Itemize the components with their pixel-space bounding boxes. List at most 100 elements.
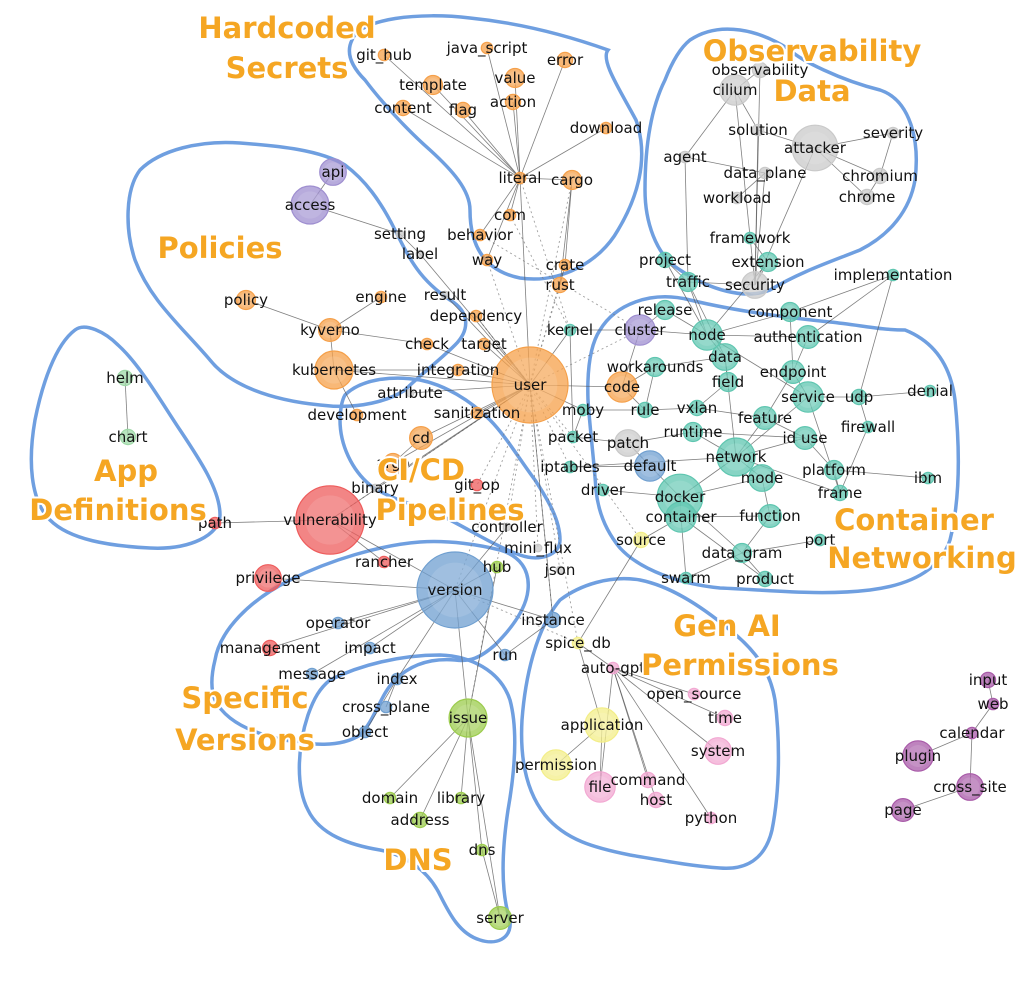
node-rule[interactable] — [636, 401, 654, 419]
node-content[interactable] — [394, 99, 412, 117]
node-cross_site[interactable] — [956, 773, 984, 801]
node-denial[interactable] — [923, 384, 937, 398]
node-port[interactable] — [813, 533, 827, 547]
node-setting[interactable] — [395, 229, 405, 239]
node-user[interactable] — [491, 346, 569, 424]
node-calendar[interactable] — [965, 726, 979, 740]
node-object[interactable] — [358, 725, 372, 739]
node-udp[interactable] — [850, 388, 868, 406]
node-dns[interactable] — [475, 843, 489, 857]
node-node[interactable] — [691, 319, 723, 351]
node-permission[interactable] — [540, 749, 572, 781]
node-template[interactable] — [422, 74, 444, 96]
node-observability[interactable] — [751, 61, 769, 79]
node-id_use[interactable] — [792, 426, 817, 451]
node-chromium[interactable] — [871, 167, 889, 185]
node-crate[interactable] — [558, 258, 572, 272]
node-page[interactable] — [890, 797, 915, 822]
node-integration[interactable] — [451, 363, 465, 377]
node-field[interactable] — [717, 371, 739, 393]
node-issue[interactable] — [448, 698, 488, 738]
node-swarm[interactable] — [679, 571, 693, 585]
node-extension[interactable] — [757, 251, 779, 273]
node-release[interactable] — [654, 299, 676, 321]
node-severity[interactable] — [886, 126, 900, 140]
node-download[interactable] — [599, 121, 613, 135]
node-kubernetes[interactable] — [314, 350, 354, 390]
node-open_source[interactable] — [687, 687, 701, 701]
node-vulnerability[interactable] — [295, 485, 365, 555]
node-rancher[interactable] — [377, 555, 391, 569]
node-argo[interactable] — [382, 452, 404, 474]
node-policy[interactable] — [235, 289, 257, 311]
node-chart[interactable] — [119, 428, 137, 446]
node-impact[interactable] — [363, 641, 377, 655]
node-product[interactable] — [756, 570, 774, 588]
node-label[interactable] — [415, 249, 425, 259]
node-component[interactable] — [779, 301, 801, 323]
node-action[interactable] — [504, 93, 522, 111]
node-python[interactable] — [704, 811, 718, 825]
node-operator[interactable] — [331, 616, 345, 630]
node-management[interactable] — [261, 639, 279, 657]
node-rust[interactable] — [551, 276, 569, 294]
node-value[interactable] — [504, 67, 526, 89]
node-controller[interactable] — [502, 522, 512, 532]
node-source[interactable] — [632, 531, 650, 549]
node-host[interactable] — [647, 791, 665, 809]
node-data_plane[interactable] — [758, 166, 772, 180]
node-cargo[interactable] — [561, 169, 583, 191]
node-feature[interactable] — [752, 406, 777, 431]
node-error[interactable] — [556, 51, 574, 69]
node-agent[interactable] — [678, 150, 692, 164]
node-run[interactable] — [498, 648, 512, 662]
node-privilege[interactable] — [254, 564, 282, 592]
node-service[interactable] — [792, 381, 824, 413]
node-helm[interactable] — [116, 369, 134, 387]
node-behavior[interactable] — [473, 228, 487, 242]
node-attribute[interactable] — [405, 388, 415, 398]
node-domain[interactable] — [383, 791, 397, 805]
node-authentication[interactable] — [795, 325, 820, 350]
node-moby[interactable] — [576, 403, 590, 417]
node-instance[interactable] — [544, 611, 562, 629]
node-sanitization[interactable] — [470, 406, 484, 420]
node-cross_plane[interactable] — [379, 700, 393, 714]
node-function[interactable] — [757, 504, 782, 529]
node-mini_flux[interactable] — [533, 543, 543, 553]
node-container[interactable] — [665, 501, 697, 533]
node-firewall[interactable] — [861, 420, 875, 434]
node-file[interactable] — [584, 771, 616, 803]
node-chrome[interactable] — [858, 188, 876, 206]
node-web[interactable] — [986, 697, 1000, 711]
node-traffic[interactable] — [677, 271, 699, 293]
node-kernel[interactable] — [563, 323, 577, 337]
node-cluster[interactable] — [624, 314, 656, 346]
node-packet[interactable] — [566, 430, 580, 444]
node-command[interactable] — [639, 771, 657, 789]
node-version[interactable] — [416, 551, 494, 629]
node-literal[interactable] — [513, 171, 527, 185]
node-json[interactable] — [555, 565, 565, 575]
node-hub[interactable] — [490, 560, 504, 574]
node-plugin[interactable] — [902, 740, 934, 772]
node-vxlan[interactable] — [688, 399, 706, 417]
node-target[interactable] — [477, 337, 491, 351]
node-result[interactable] — [440, 290, 450, 300]
node-flag[interactable] — [454, 101, 472, 119]
node-data[interactable] — [711, 343, 739, 371]
node-workload[interactable] — [730, 191, 744, 205]
node-cd[interactable] — [409, 426, 434, 451]
node-patch[interactable] — [614, 429, 642, 457]
node-path[interactable] — [208, 516, 222, 530]
node-address[interactable] — [411, 811, 429, 829]
node-git_op[interactable] — [470, 478, 484, 492]
node-dependency[interactable] — [469, 309, 483, 323]
node-workarounds[interactable] — [644, 356, 666, 378]
node-way[interactable] — [480, 253, 494, 267]
node-implementation[interactable] — [886, 268, 900, 282]
node-ibm[interactable] — [921, 471, 935, 485]
node-check[interactable] — [420, 337, 434, 351]
node-application[interactable] — [584, 707, 620, 743]
node-default[interactable] — [634, 450, 666, 482]
